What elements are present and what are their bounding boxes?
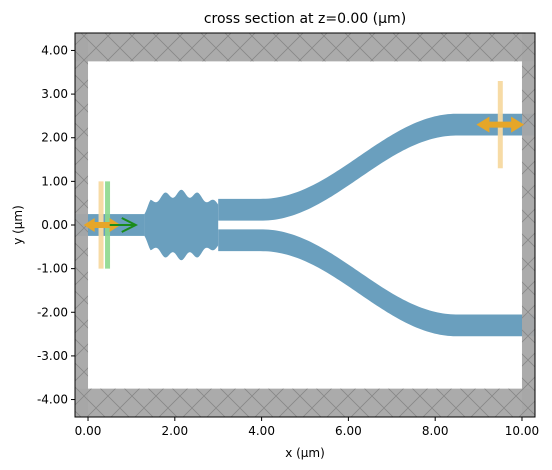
source-arrow-head [121,217,138,233]
pml-regions [75,33,535,417]
x-axis: 0.00 2.00 4.00 6.00 8.00 10.00 [75,417,539,438]
y-tick-label: 4.00 [41,43,68,57]
output-arm-lower [218,229,535,337]
y-tick-label: 1.00 [41,174,68,188]
output-arm-upper [218,113,535,221]
pml-left [75,33,89,417]
y-tick-label: -1.00 [37,262,68,276]
y-tick-label: 3.00 [41,87,68,101]
pml-bottom [75,388,535,417]
y-tick-label: -4.00 [37,393,68,407]
plot-area [75,33,535,417]
x-tick-label: 10.00 [505,424,539,438]
mmi-body [144,189,219,261]
pml-left-hatch [75,33,89,417]
x-tick-label: 6.00 [335,424,362,438]
x-tick-label: 0.00 [75,424,102,438]
x-tick-label: 8.00 [422,424,449,438]
x-axis-label: x (μm) [285,446,325,460]
sources-and-monitors [83,81,525,269]
pml-top-hatch [75,33,535,62]
input-monitor-arrow [83,218,121,232]
pml-bottom-hatch [75,388,535,417]
y-axis-label: y (μm) [11,205,25,245]
y-axis: 4.00 3.00 2.00 1.00 0.00 -1.00 -2.00 -3.00 -4.00 [37,43,75,407]
output-monitor-arrow [476,116,525,133]
y-tick-label: 0.00 [41,218,68,232]
y-tick-label: -2.00 [37,305,68,319]
x-tick-label: 2.00 [161,424,188,438]
chart-title: cross section at z=0.00 (μm) [204,11,406,27]
y-tick-label: -3.00 [37,349,68,363]
x-tick-label: 4.00 [248,424,275,438]
pml-top [75,33,535,62]
pml-right [521,33,535,417]
y-tick-label: 2.00 [41,131,68,145]
pml-right-hatch [521,33,535,417]
